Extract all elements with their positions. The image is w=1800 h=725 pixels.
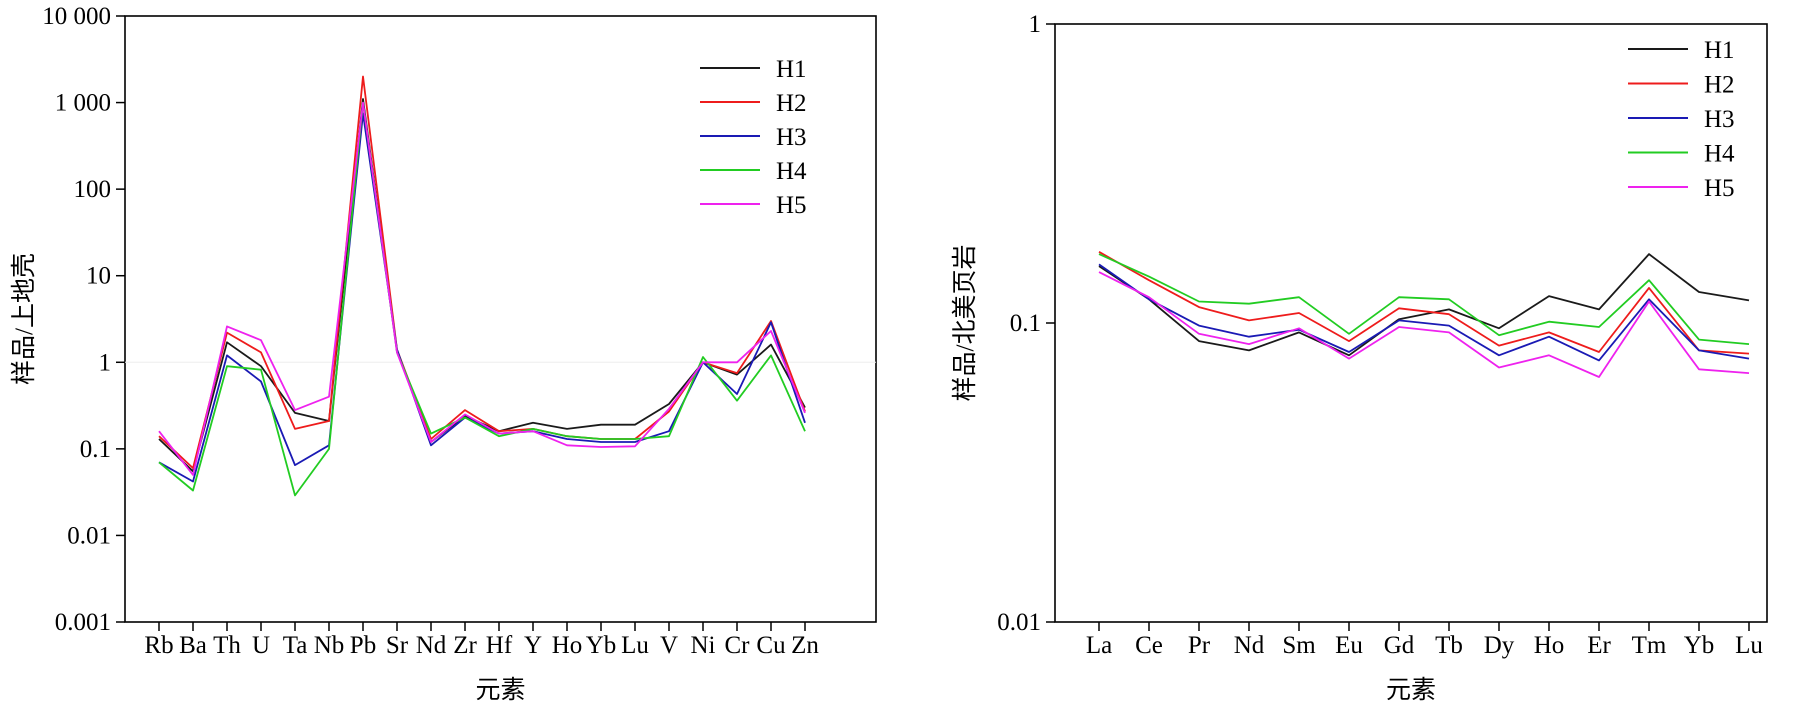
x-tick-label: Y: [524, 632, 542, 659]
y-tick-label: 10: [86, 263, 111, 290]
x-tick-label: Zr: [453, 632, 477, 659]
series-line-h5: [158, 101, 806, 476]
x-tick-label: La: [1086, 632, 1112, 659]
x-tick-label: Er: [1587, 632, 1611, 659]
x-axis-title: 元素: [475, 676, 525, 704]
legend: H1 H2 H3 H4 H5: [700, 56, 807, 219]
x-tick-label: Nd: [416, 632, 447, 659]
legend-label-h1: H1: [1704, 37, 1735, 64]
x-tick-label: Ni: [691, 632, 716, 659]
legend-label-h5: H5: [1704, 175, 1735, 202]
x-tick-label: Cu: [756, 632, 786, 659]
legend-label-h4: H4: [776, 158, 807, 185]
plot-frame: [124, 15, 877, 623]
x-tick-label: Tm: [1632, 632, 1667, 659]
x-tick-label: Pr: [1188, 632, 1211, 659]
x-tick-label: Lu: [1735, 632, 1763, 659]
y-axis-title: 样品/北美页岩: [951, 245, 979, 402]
y-tick-label: 1: [99, 349, 112, 376]
x-tick-label: Eu: [1335, 632, 1363, 659]
series-line-h4: [158, 101, 806, 497]
x-tick-label: Sm: [1282, 632, 1316, 659]
x-tick-label: Ba: [179, 632, 207, 659]
series-line-h1: [1098, 253, 1750, 357]
x-tick-label: Th: [213, 632, 241, 659]
series-line-h1: [158, 98, 806, 473]
series-line-h3: [158, 112, 806, 483]
x-axis-title: 元素: [1386, 676, 1436, 704]
legend-label-h2: H2: [776, 90, 807, 117]
x-tick-label: Lu: [621, 632, 649, 659]
y-tick-label: 10 000: [42, 3, 111, 30]
series-line-h5: [1098, 271, 1750, 378]
legend-label-h3: H3: [776, 124, 807, 151]
y-tick-label: 1: [1029, 11, 1042, 38]
legend: H1 H2 H3 H4 H5: [1628, 37, 1735, 202]
x-tick-label: Rb: [144, 632, 173, 659]
y-tick-label: 0.1: [1010, 310, 1041, 337]
x-tick-label: Ta: [283, 632, 308, 659]
right-chart-panel: 0.01 0.1 1 La Ce Pr Nd Sm Eu Gd Tb Dy Ho Er Tm Yb Lu 元素 样品…: [951, 11, 1768, 704]
legend-label-h3: H3: [1704, 106, 1735, 133]
x-tick-label: Ho: [1534, 632, 1565, 659]
x-tick-label: Dy: [1484, 632, 1515, 659]
x-tick-label: Sr: [386, 632, 409, 659]
legend-label-h1: H1: [776, 56, 807, 83]
series-line-h2: [1098, 251, 1750, 355]
x-tick-label: V: [660, 632, 678, 659]
x-tick-label: Cr: [725, 632, 751, 659]
x-tick-label: Pb: [350, 632, 376, 659]
x-tick-label: Ce: [1135, 632, 1163, 659]
x-tick-label: U: [252, 632, 270, 659]
y-tick-label: 0.1: [80, 436, 111, 463]
y-axis-title: 样品/上地壳: [10, 253, 38, 385]
series-line-h3: [1098, 263, 1750, 362]
y-tick-label: 0.001: [55, 609, 111, 636]
left-chart-panel: 0.001 0.01 0.1 1 10 100 1 000 10 000 Rb Ba Th U Ta Nb…: [10, 3, 877, 704]
y-tick-label: 100: [74, 176, 112, 203]
x-tick-label: Tb: [1435, 632, 1463, 659]
legend-label-h5: H5: [776, 192, 807, 219]
y-tick-label: 0.01: [997, 609, 1041, 636]
legend-label-h2: H2: [1704, 72, 1735, 99]
x-tick-label: Yb: [586, 632, 617, 659]
x-tick-label: Yb: [1684, 632, 1715, 659]
y-tick-label: 0.01: [67, 522, 111, 549]
x-tick-label: Gd: [1384, 632, 1415, 659]
series-line-h4: [1098, 253, 1750, 345]
y-tick-label: 1 000: [55, 90, 111, 117]
x-tick-label: Nb: [314, 632, 345, 659]
plot-frame: [1054, 23, 1768, 623]
x-tick-label: Nd: [1234, 632, 1265, 659]
x-tick-label: Ho: [552, 632, 583, 659]
x-tick-label: Hf: [486, 632, 513, 659]
x-tick-label: Zn: [791, 632, 819, 659]
legend-label-h4: H4: [1704, 141, 1735, 168]
